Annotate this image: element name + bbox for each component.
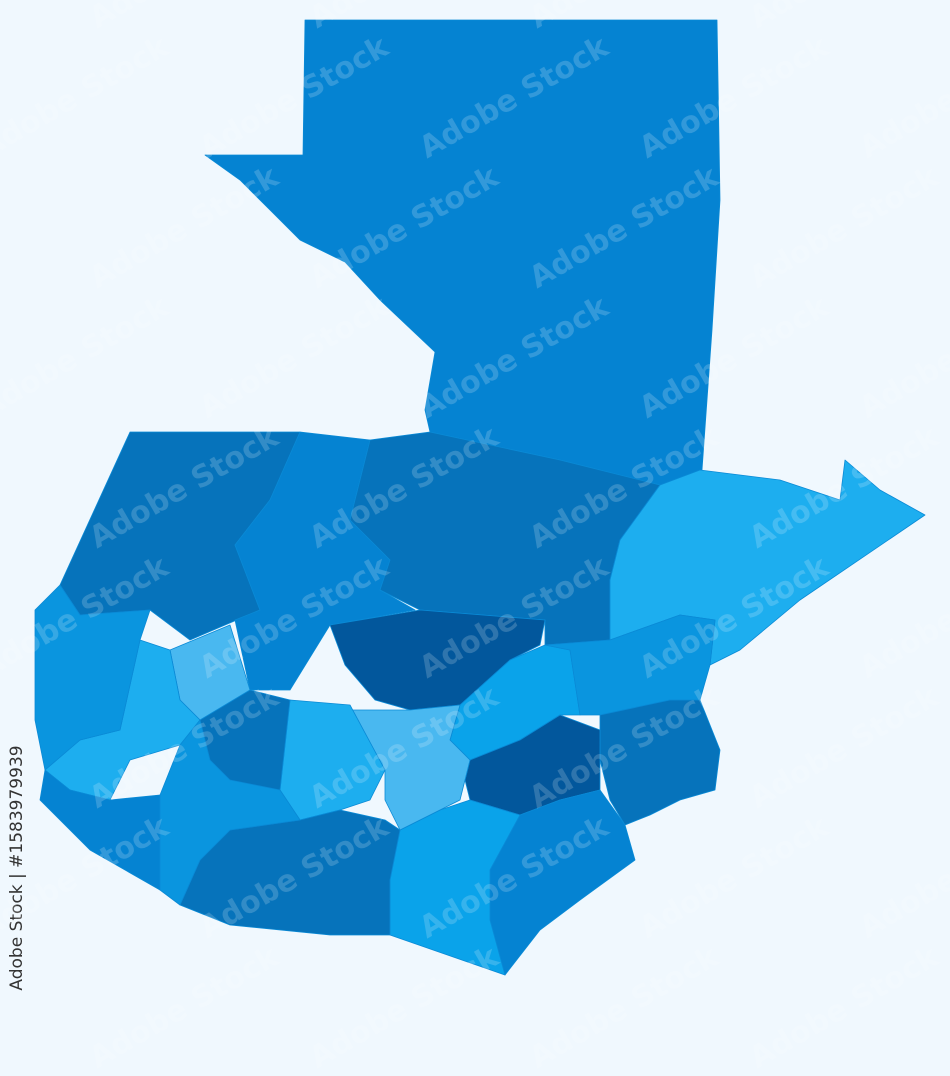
region-central	[349, 704, 471, 831]
region-east-coast	[609, 459, 926, 666]
region-southwest	[159, 714, 301, 906]
region-southeast	[599, 699, 721, 826]
stock-credit: Adobe Stock | #1583979939	[7, 745, 27, 991]
map	[34, 19, 926, 976]
region-west-central	[199, 689, 291, 791]
region-far-west	[34, 584, 151, 771]
region-north	[204, 19, 721, 486]
